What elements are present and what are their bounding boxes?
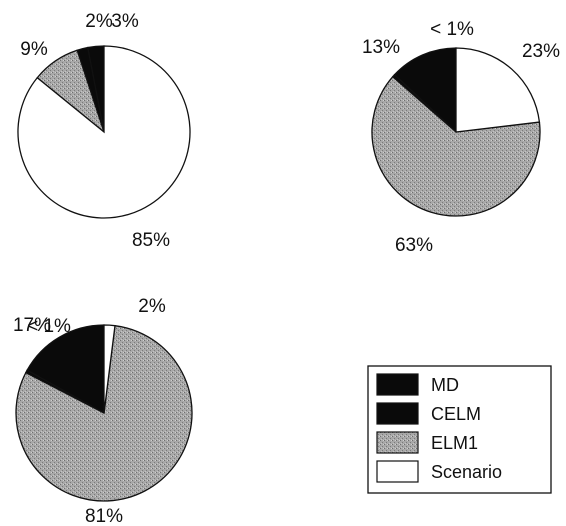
pie-2-slice-scenario	[455, 47, 541, 133]
pie-3-slice-scenario	[103, 324, 116, 414]
pie-2-slice-elm1	[371, 75, 541, 217]
pie-1: 3%2% 9% 85%	[17, 11, 191, 251]
legend: MD CELM ELM1 Scenario	[367, 365, 552, 494]
pie-3: 2% < 1% 81% 17%	[13, 296, 193, 526]
pie-2-label-md: 13%	[362, 37, 400, 58]
legend-swatch-elm1	[376, 431, 419, 454]
pie-2-label-scenario: 23%	[522, 41, 560, 62]
pie-3-label-elm1: 81%	[85, 506, 123, 526]
pie-3-label-celm: < 1%	[27, 316, 71, 337]
pie-3-slice-md	[26, 324, 105, 415]
pie-3-label-scenario: 2%	[138, 296, 166, 317]
pie-3-label-md: 17%	[13, 315, 51, 336]
pie-1-slice-scenario	[17, 45, 191, 219]
legend-label-scenario: Scenario	[431, 462, 502, 482]
pie-1-label-scenario: 85%	[132, 230, 170, 251]
pie-1-label-md: 3%	[111, 11, 139, 32]
pie-2-label-celm: < 1%	[430, 19, 474, 40]
pie-1-label-celm: 2%	[85, 11, 113, 32]
pie-2-slice-md	[393, 47, 457, 134]
pie-3-slice-elm1	[15, 324, 193, 502]
pie-1-label-elm1: 9%	[20, 39, 48, 60]
legend-swatch-celm	[376, 402, 419, 425]
pies-layer: 3%2%9%85%23%< 1%63%13%2%< 1%81%17%	[13, 11, 560, 526]
pie-2-label-elm1: 63%	[395, 235, 433, 256]
legend-label-celm: CELM	[431, 404, 481, 424]
legend-label-elm1: ELM1	[431, 433, 478, 453]
legend-label-md: MD	[431, 375, 459, 395]
legend-swatch-scenario	[376, 460, 419, 483]
pie-2: 23% < 1% 63% 13%	[362, 19, 560, 256]
legend-swatch-md	[376, 373, 419, 396]
